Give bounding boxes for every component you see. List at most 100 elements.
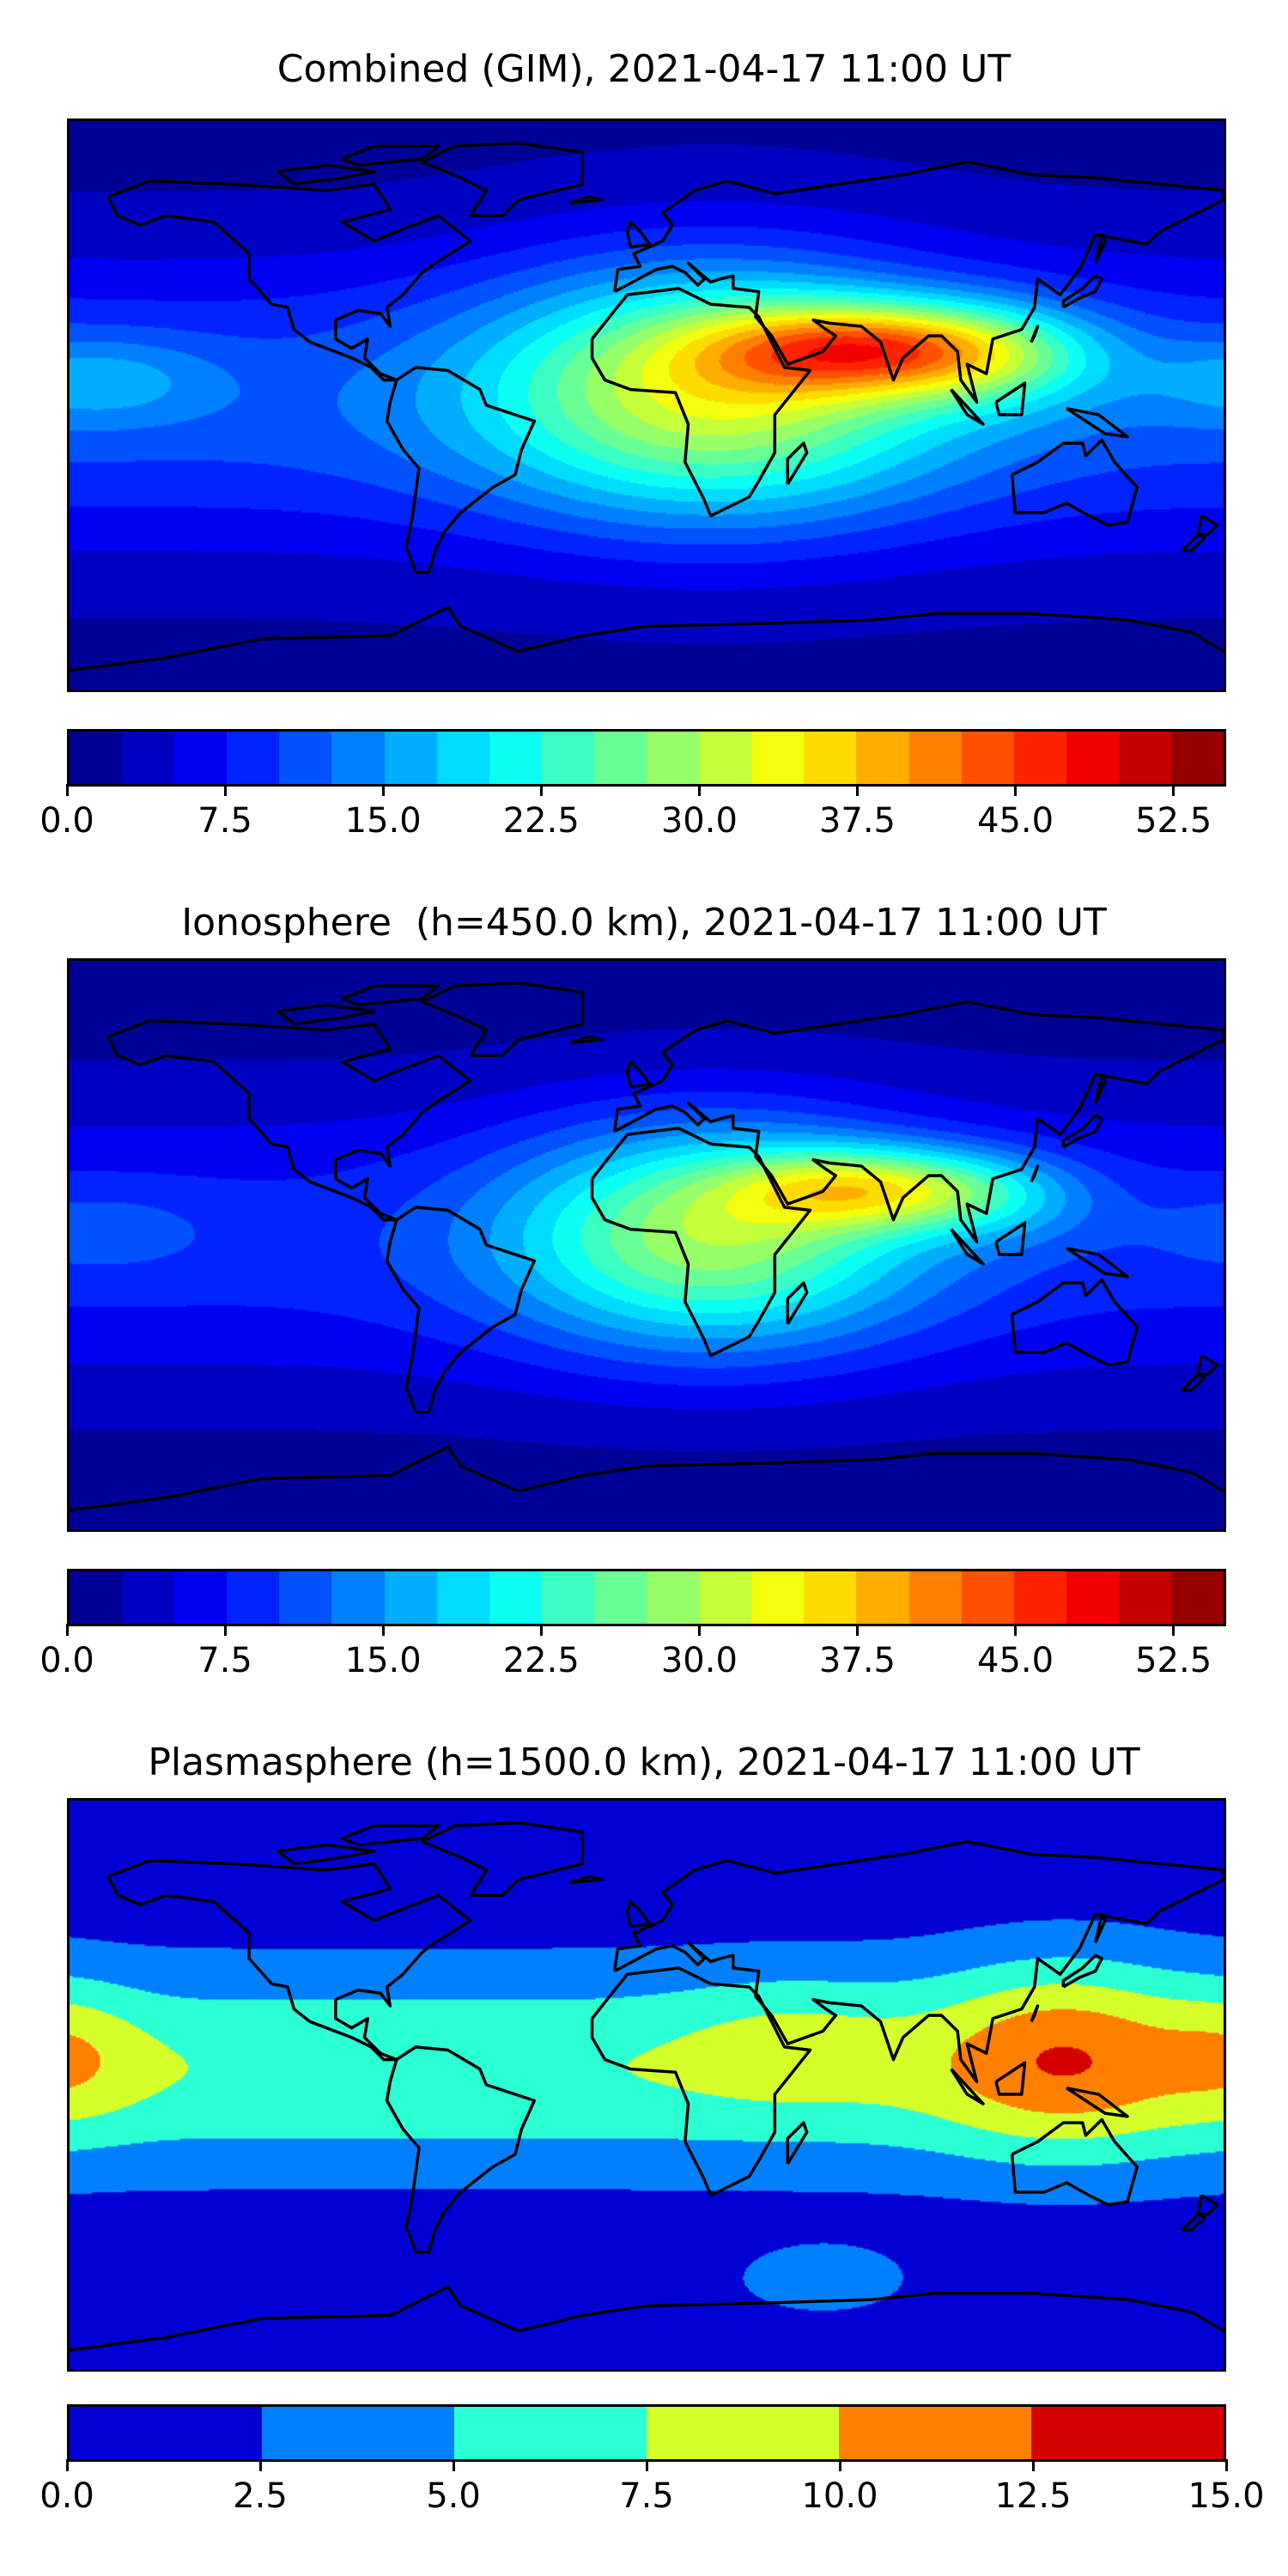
- colorbar-segment: [1118, 1571, 1171, 1624]
- tec-contour-field: [70, 121, 1224, 690]
- colorbar-ticks-combined: 0.0 7.5 15.0 22.5 30.0 37.5 45.0 52.5: [39, 784, 1226, 853]
- colorbar-tick-label: 45.0: [977, 1641, 1054, 1680]
- tec-contour-field: [70, 961, 1224, 1529]
- colorbar-tick: [855, 784, 859, 796]
- colorbar-tick-label: 45.0: [977, 801, 1054, 841]
- colorbar-tick-label: 0.0: [39, 1641, 94, 1680]
- colorbar-segment: [647, 2407, 839, 2459]
- colorbar-segment: [436, 1571, 489, 1624]
- colorbar-tick: [65, 2459, 69, 2471]
- coastline: [387, 368, 535, 573]
- colorbar-tick: [1014, 1624, 1018, 1636]
- coastline: [1063, 1115, 1102, 1147]
- colorbar-segment: [122, 732, 175, 784]
- colorbar-segment: [908, 732, 962, 784]
- coastline: [422, 1823, 583, 1896]
- coastline: [70, 2287, 1224, 2350]
- coastline: [70, 607, 1224, 671]
- coastline: [1182, 535, 1204, 550]
- coastline: [278, 1844, 374, 1863]
- panel-title-plasmasphere: Plasmasphere (h=1500.0 km), 2021-04-17 1…: [148, 1741, 1140, 1784]
- colorbar-segment: [1013, 1571, 1066, 1624]
- coastline: [1182, 1375, 1204, 1390]
- coastline: [1031, 2006, 1037, 2021]
- coastline: [278, 1005, 374, 1024]
- colorbar-segment: [384, 1571, 437, 1624]
- tec-contour-field: [70, 1801, 1224, 2369]
- coastline: [278, 165, 374, 184]
- colorbar-segment: [961, 1571, 1014, 1624]
- colorbar-tick-label: 12.5: [994, 2476, 1072, 2516]
- colorbar-tick-label: 30.0: [660, 1641, 738, 1680]
- colorbar-tick-label: 22.5: [502, 1641, 580, 1680]
- colorbar-tick: [838, 2459, 841, 2471]
- colorbar-segment: [262, 2407, 454, 2459]
- colorbar-tick-label: 15.0: [344, 1641, 422, 1680]
- coastline: [951, 2069, 983, 2104]
- coastline: [1198, 1356, 1217, 1375]
- coastline: [787, 443, 806, 484]
- colorbar-tick-label: 30.0: [660, 801, 738, 841]
- colorbar-segment: [489, 1571, 542, 1624]
- colorbar-tick-label: 15.0: [344, 801, 422, 841]
- colorbar-segment: [593, 1571, 647, 1624]
- coastline: [1012, 2119, 1138, 2204]
- colorbar-segment: [804, 732, 857, 784]
- coastline: [628, 1062, 650, 1087]
- coastline: [996, 383, 1025, 415]
- colorbar-tick: [65, 784, 69, 796]
- coastline: [615, 1842, 1224, 2082]
- coastline: [387, 1207, 535, 1413]
- colorbar-tick-label: 37.5: [818, 1641, 896, 1680]
- coastline: [592, 1128, 811, 1356]
- colorbar-tick: [381, 1624, 385, 1636]
- coastline: [1012, 440, 1138, 525]
- colorbar-segment: [541, 1571, 594, 1624]
- colorbar-plasmasphere: [67, 2404, 1226, 2462]
- coastline: [1031, 1166, 1037, 1182]
- coastline: [628, 1902, 650, 1927]
- colorbar-segment: [1013, 732, 1066, 784]
- colorbar-segment: [1170, 732, 1224, 784]
- colorbar-tick-label: 0.0: [39, 2476, 94, 2516]
- coastlines: [70, 121, 1224, 690]
- coastline: [1063, 276, 1102, 307]
- colorbar-tick: [452, 2459, 455, 2471]
- colorbar-segment: [961, 732, 1014, 784]
- coastline: [1012, 1279, 1138, 1364]
- colorbar-tick: [539, 1624, 543, 1636]
- coastline: [592, 1968, 811, 2196]
- coastline: [592, 289, 811, 516]
- colorbar-tick: [223, 784, 227, 796]
- colorbar-tick-label: 10.0: [801, 2476, 878, 2516]
- colorbar-segment: [384, 732, 437, 784]
- colorbar-tick-label: 2.5: [233, 2476, 288, 2516]
- colorbar-segment: [751, 1571, 805, 1624]
- colorbar-tick: [1014, 784, 1018, 796]
- coastline: [1066, 409, 1127, 437]
- coastline: [1096, 1074, 1105, 1103]
- colorbar-tick-label: 52.5: [1135, 1641, 1212, 1680]
- coastline: [951, 390, 983, 424]
- colorbar-segment: [331, 1571, 385, 1624]
- coastline: [1182, 2215, 1204, 2230]
- coastline: [615, 1002, 1224, 1242]
- colorbar-segment: [174, 732, 228, 784]
- coastline: [1198, 2196, 1217, 2215]
- map-plasmasphere: [67, 1798, 1226, 2372]
- colorbar-tick-label: 7.5: [197, 801, 252, 841]
- coastline: [569, 1876, 601, 1882]
- colorbar-segment: [699, 1571, 752, 1624]
- coastline: [387, 2047, 535, 2252]
- colorbar-ticks-ionosphere: 0.0 7.5 15.0 22.5 30.0 37.5 45.0 52.5: [39, 1624, 1226, 1692]
- colorbar-segment: [122, 1571, 175, 1624]
- colorbar-combined: [67, 729, 1226, 787]
- colorbar-segment: [1066, 732, 1119, 784]
- coastline: [1066, 2088, 1127, 2117]
- colorbar-tick: [258, 2459, 262, 2471]
- coastline: [615, 162, 1224, 403]
- colorbar-segment: [839, 2407, 1031, 2459]
- colorbar-segment: [1118, 732, 1171, 784]
- panel-title-combined: Combined (GIM), 2021-04-17 11:00 UT: [276, 47, 1012, 91]
- colorbar-segment: [436, 732, 489, 784]
